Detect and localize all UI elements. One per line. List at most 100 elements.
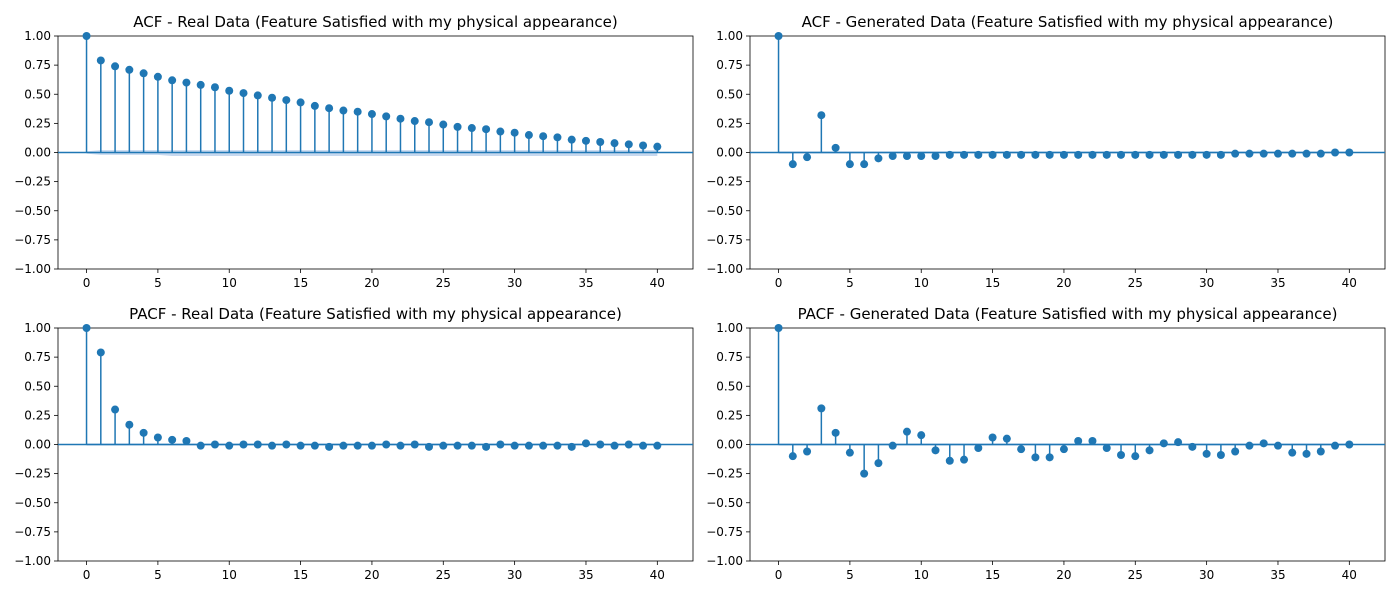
pacf-generated-marker-lag-17 (1017, 445, 1026, 454)
acf-real-ytick-label: −1.00 (14, 262, 51, 276)
acf-generated-marker-lag-10 (917, 151, 926, 160)
pacf-generated-marker-lag-37 (1302, 449, 1311, 458)
acf-generated-panel: ACF - Generated Data (Feature Satisfied … (706, 13, 1386, 290)
acf-real-marker-lag-1 (96, 56, 105, 65)
pacf-real-marker-lag-30 (510, 441, 519, 450)
acf-generated-marker-lag-24 (1117, 150, 1126, 159)
pacf-generated-panel: PACF - Generated Data (Feature Satisfied… (706, 305, 1386, 582)
acf-generated-marker-lag-22 (1088, 150, 1097, 159)
pacf-generated-ytick-label: 0.00 (716, 438, 743, 452)
pacf-real-marker-lag-8 (196, 441, 205, 450)
acf-real-xtick-label: 10 (222, 276, 237, 290)
acf-generated-xtick-label: 25 (1128, 276, 1143, 290)
acf-real-xtick-label: 15 (293, 276, 308, 290)
pacf-real-marker-lag-21 (382, 440, 391, 449)
acf-generated-marker-lag-23 (1102, 150, 1111, 159)
acf-real-xtick-label: 0 (83, 276, 91, 290)
acf-real-ytick-label: 1.00 (24, 29, 51, 43)
acf-generated-ytick-label: 0.00 (716, 146, 743, 160)
acf-generated-ytick-label: −0.25 (706, 175, 743, 189)
acf-generated-marker-lag-28 (1174, 150, 1183, 159)
pacf-real-marker-lag-14 (282, 440, 291, 449)
acf-generated-ytick-label: 0.50 (716, 87, 743, 101)
acf-generated-marker-lag-3 (817, 111, 826, 120)
acf-real-marker-lag-28 (482, 125, 491, 134)
pacf-real-xtick-label: 15 (293, 568, 308, 582)
acf-real-marker-lag-5 (153, 72, 162, 81)
pacf-generated-marker-lag-21 (1074, 437, 1083, 446)
acf-real-xtick-label: 5 (154, 276, 162, 290)
acf-real-marker-lag-37 (610, 139, 619, 148)
pacf-real-xtick-label: 25 (436, 568, 451, 582)
pacf-real-marker-lag-3 (125, 420, 134, 429)
pacf-generated-marker-lag-15 (988, 433, 997, 442)
acf-generated-marker-lag-37 (1302, 149, 1311, 158)
acf-real-marker-lag-27 (467, 124, 476, 133)
pacf-generated-marker-lag-10 (917, 431, 926, 440)
pacf-real-ytick-label: 1.00 (24, 321, 51, 335)
pacf-generated-ytick-label: −0.75 (706, 525, 743, 539)
acf-generated-marker-lag-12 (945, 150, 954, 159)
acf-generated-xtick-label: 30 (1199, 276, 1214, 290)
pacf-real-marker-lag-35 (581, 439, 590, 448)
acf-real-xtick-label: 25 (436, 276, 451, 290)
acf-real-marker-lag-32 (539, 132, 548, 141)
pacf-generated-marker-lag-1 (788, 452, 797, 461)
pacf-generated-marker-lag-34 (1259, 439, 1268, 448)
acf-real-marker-lag-11 (239, 89, 248, 98)
pacf-generated-xtick-label: 5 (846, 568, 854, 582)
pacf-generated-marker-lag-27 (1159, 439, 1168, 448)
pacf-real-ytick-label: −1.00 (14, 554, 51, 568)
acf-real-marker-lag-3 (125, 65, 134, 74)
pacf-generated-marker-lag-33 (1245, 441, 1254, 450)
pacf-generated-marker-lag-30 (1202, 449, 1211, 458)
acf-generated-marker-lag-39 (1331, 148, 1340, 157)
acf-generated-marker-lag-34 (1259, 149, 1268, 158)
acf-real-marker-lag-22 (396, 114, 405, 123)
acf-real-xtick-label: 20 (364, 276, 379, 290)
pacf-real-marker-lag-39 (639, 441, 648, 450)
pacf-generated-marker-lag-4 (831, 428, 840, 437)
pacf-real-marker-lag-37 (610, 441, 619, 450)
pacf-real-xtick-label: 35 (578, 568, 593, 582)
acf-real-xtick-label: 30 (507, 276, 522, 290)
acf-real-marker-lag-4 (139, 69, 148, 78)
pacf-generated-marker-lag-11 (931, 446, 940, 455)
pacf-generated-marker-lag-23 (1102, 443, 1111, 452)
pacf-real-marker-lag-19 (353, 441, 362, 450)
acf-real-marker-lag-36 (596, 138, 605, 147)
pacf-generated-marker-lag-36 (1288, 448, 1297, 457)
pacf-generated-xtick-label: 20 (1056, 568, 1071, 582)
acf-generated-marker-lag-17 (1017, 150, 1026, 159)
pacf-real-marker-lag-2 (111, 405, 120, 414)
pacf-generated-xtick-label: 25 (1128, 568, 1143, 582)
pacf-real-ytick-label: −0.25 (14, 467, 51, 481)
pacf-real-ytick-label: −0.50 (14, 496, 51, 510)
acf-real-marker-lag-15 (296, 98, 305, 107)
acf-generated-marker-lag-13 (960, 150, 969, 159)
pacf-real-marker-lag-38 (624, 440, 633, 449)
pacf-generated-marker-lag-25 (1131, 452, 1140, 461)
pacf-generated-marker-lag-31 (1216, 450, 1225, 459)
pacf-real-xtick-label: 10 (222, 568, 237, 582)
pacf-real-panel: PACF - Real Data (Feature Satisfied with… (14, 305, 694, 582)
pacf-generated-marker-lag-35 (1273, 441, 1282, 450)
pacf-real-marker-lag-13 (268, 441, 277, 450)
acf-real-marker-lag-34 (567, 135, 576, 144)
pacf-real-marker-lag-33 (553, 441, 562, 450)
pacf-generated-marker-lag-14 (974, 443, 983, 452)
acf-real-ytick-label: −0.75 (14, 233, 51, 247)
pacf-real-ytick-label: 0.00 (24, 438, 51, 452)
pacf-real-marker-lag-26 (453, 441, 462, 450)
pacf-real-marker-lag-10 (225, 441, 234, 450)
acf-real-marker-lag-25 (439, 120, 448, 129)
acf-generated-marker-lag-36 (1288, 149, 1297, 158)
pacf-real-marker-lag-34 (567, 442, 576, 451)
pacf-generated-marker-lag-40 (1345, 440, 1354, 449)
acf-generated-ytick-label: 0.75 (716, 58, 743, 72)
pacf-real-marker-lag-18 (339, 441, 348, 450)
acf-generated-marker-lag-35 (1273, 149, 1282, 158)
acf-generated-marker-lag-1 (788, 160, 797, 169)
pacf-real-xtick-label: 5 (154, 568, 162, 582)
